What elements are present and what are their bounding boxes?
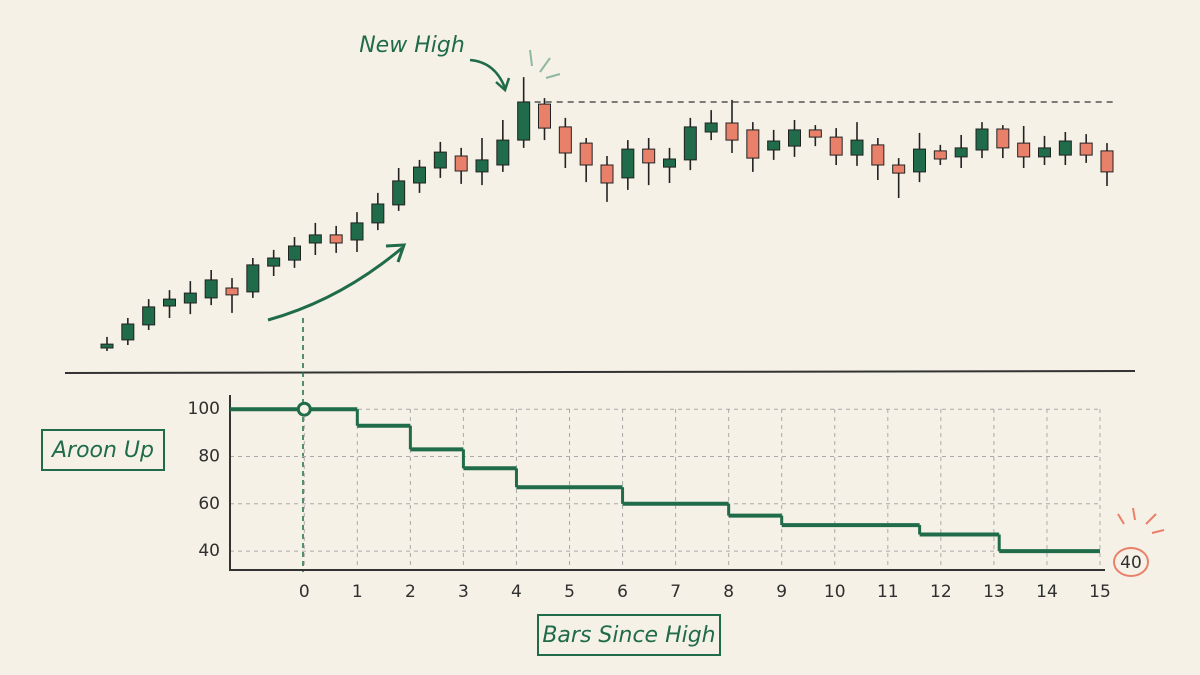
y-tick-label: 100 [188, 399, 220, 419]
value-label: 40 [1120, 553, 1142, 573]
annotation-arrow [469, 58, 507, 89]
candle-body [183, 292, 197, 304]
candle-body [350, 222, 364, 241]
candle-body [1079, 142, 1093, 156]
candle-body [392, 180, 406, 206]
x-tick-label: 6 [617, 582, 628, 602]
annotation: New High [359, 33, 465, 58]
x-tick-label: 10 [824, 582, 846, 602]
marker [296, 401, 312, 417]
candle-body [558, 126, 572, 154]
sparkle [529, 49, 561, 79]
x-tick-label: 2 [405, 582, 416, 602]
candle-body [517, 101, 531, 141]
candle-body [975, 128, 989, 151]
xlabel-box [537, 614, 721, 656]
candle-body [933, 150, 947, 160]
x-tick-label: 7 [670, 582, 681, 602]
candle-body [996, 128, 1010, 149]
sparkle [1117, 507, 1165, 534]
candle-body [121, 323, 135, 341]
y-tick-label: 40 [198, 541, 220, 561]
candle-body [725, 122, 739, 141]
candle-body [808, 129, 822, 138]
candle-body [496, 139, 510, 166]
candle-body [308, 234, 322, 244]
candle-body [246, 264, 260, 293]
candle-body [850, 139, 864, 156]
candle-body [954, 147, 968, 158]
y-axis-label: Aroon Up [50, 438, 154, 463]
x-tick-label: 1 [352, 582, 363, 602]
x-tick-label: 3 [458, 582, 469, 602]
candle-body [1017, 142, 1031, 158]
candle-body [642, 148, 656, 164]
x-tick-label: 15 [1089, 582, 1111, 602]
candle-body [621, 148, 635, 179]
candle-body [371, 203, 385, 224]
candle-body [704, 122, 718, 133]
candle-body [767, 140, 781, 151]
x-tick-label: 4 [511, 582, 522, 602]
x-tick-label: 0 [299, 582, 310, 602]
candle-body [454, 155, 468, 172]
y-tick-label: 60 [198, 494, 220, 514]
candle-body [267, 257, 281, 267]
candle-body [413, 166, 426, 184]
candle-body [579, 142, 593, 166]
candle-body [329, 234, 343, 244]
x-tick-label: 13 [983, 582, 1005, 602]
trend-arrow [267, 246, 403, 322]
x-tick-label: 5 [564, 582, 575, 602]
candle-body [1058, 140, 1072, 156]
end-circle [1113, 547, 1149, 577]
x-tick-label: 9 [776, 582, 787, 602]
x-tick-label: 12 [930, 582, 952, 602]
candle-body [1100, 150, 1114, 173]
candle-body [871, 144, 885, 166]
axis [229, 395, 1105, 571]
candle-body [829, 136, 843, 156]
candle-body [663, 158, 676, 168]
y-tick-label: 80 [198, 446, 220, 466]
x-axis-label: Bars Since High [542, 623, 715, 648]
candle-body [1038, 147, 1051, 158]
candle-body [288, 245, 301, 261]
x-tick-label: 14 [1036, 582, 1058, 602]
candle-body [892, 164, 906, 174]
candle-body [600, 164, 614, 184]
candle-body [683, 126, 697, 161]
x-tick-label: 11 [877, 582, 899, 602]
candle-body [225, 287, 239, 296]
candle-body [142, 306, 156, 326]
candle-body [746, 129, 760, 159]
candle-body [788, 129, 801, 147]
ylabel-box [41, 429, 165, 471]
annotation-arrow-head [495, 77, 511, 93]
candle-body [538, 103, 551, 129]
candle-body [100, 343, 114, 349]
trend-arrow-head [385, 243, 407, 263]
candle-body [433, 151, 447, 169]
candle-body [204, 279, 218, 299]
x-tick-label: 8 [723, 582, 734, 602]
candle-body [913, 148, 926, 173]
candle-body [163, 298, 176, 307]
candle-body [475, 159, 489, 173]
separator [64, 370, 1136, 374]
